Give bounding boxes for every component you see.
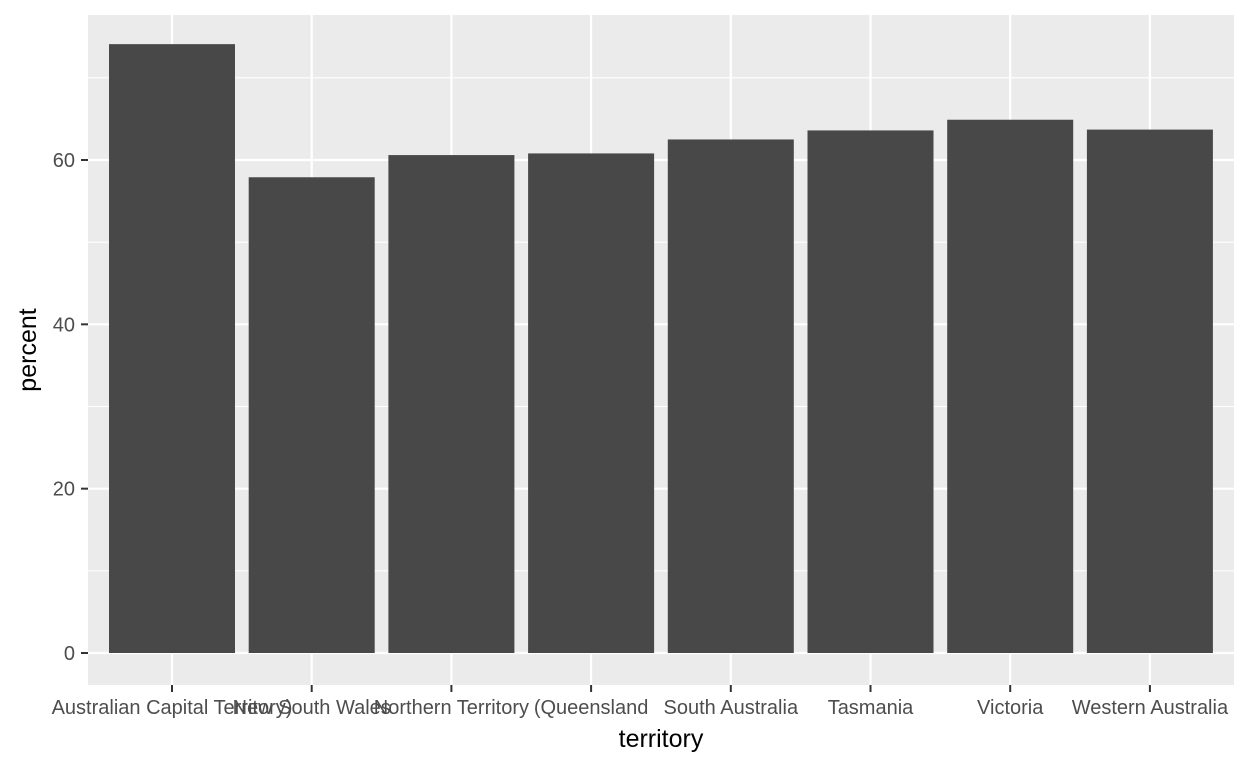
y-tick-label: 40: [53, 314, 75, 336]
x-axis-title: territory: [619, 725, 704, 753]
x-tick-label: New South Wales: [233, 697, 391, 719]
x-tick-label: South Australia: [664, 697, 799, 719]
axes: 0 20 40 60 Australian Capital Territory)New …: [52, 150, 1229, 719]
x-tick-label: Tasmania: [828, 697, 914, 719]
y-tick-label: 20: [53, 479, 75, 501]
bar: [807, 130, 934, 654]
bar: [947, 119, 1074, 653]
y-tick-label: 0: [64, 643, 75, 665]
y-tick-label: 60: [53, 150, 75, 172]
x-tick-label: Northern Territory: [374, 697, 529, 719]
bar: [109, 44, 235, 653]
x-tick-label: Victoria: [977, 697, 1044, 719]
bar: [667, 139, 794, 654]
x-tick-label: (Queensland: [534, 697, 649, 719]
x-tick-label: Australian Capital Territory): [52, 697, 293, 719]
bar: [1086, 129, 1213, 653]
bar: [248, 177, 375, 653]
bar: [388, 155, 515, 653]
x-tick-label: Western Australia: [1072, 697, 1229, 719]
bars: [109, 44, 1213, 654]
y-axis-title: percent: [14, 308, 42, 391]
bar: [528, 153, 655, 653]
